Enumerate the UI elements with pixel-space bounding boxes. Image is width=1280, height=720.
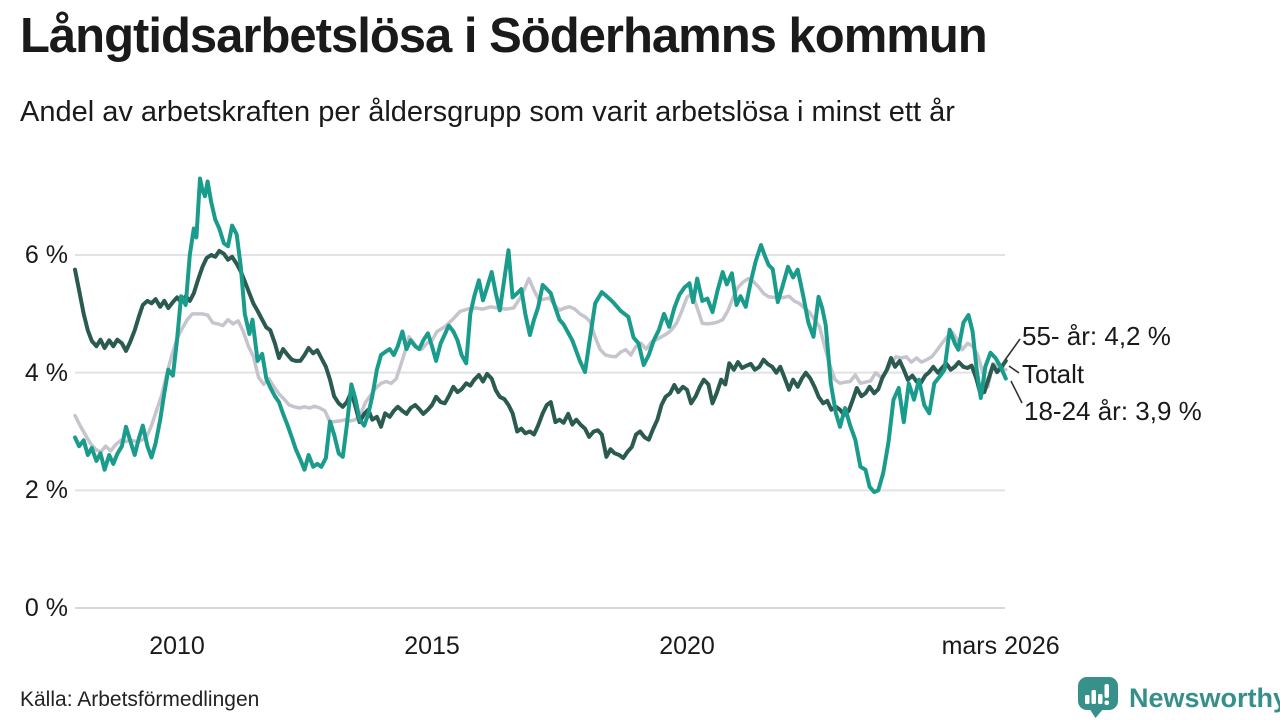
series-line-55-r — [73, 248, 1008, 460]
y-tick-label-2: 2 % — [24, 476, 68, 505]
page-title: Långtidsarbetslösa i Söderhamns kommun — [20, 9, 988, 63]
y-tick-label-6: 6 % — [24, 241, 68, 270]
annotation-55-ar: 55- år: 4,2 % — [1022, 321, 1171, 351]
x-tick-label-1: 2015 — [404, 632, 460, 660]
annotation-pointer-1 — [1008, 365, 1020, 374]
x-tick-label-3: mars 2026 — [941, 632, 1060, 660]
annotation-totalt: Totalt — [1022, 359, 1085, 389]
source-note: Källa: Arbetsförmedlingen — [20, 688, 260, 711]
y-tick-label-0: 0 % — [24, 594, 68, 622]
y-tick-label-4: 4 % — [24, 358, 68, 387]
annotation-18-24-ar: 18-24 år: 3,9 % — [1024, 396, 1202, 426]
newsworthy-wordmark: Newsworthy — [1129, 682, 1280, 713]
annotation-pointer-0 — [1004, 338, 1021, 361]
page-subtitle: Andel av arbetskraften per åldersgrupp s… — [20, 96, 955, 128]
series-line-18-24-r — [73, 176, 1008, 495]
newsworthy-chart-bubble-icon — [1078, 677, 1118, 718]
x-tick-label-0: 2010 — [149, 632, 205, 660]
annotation-pointer-2 — [1010, 380, 1023, 404]
x-tick-label-2: 2020 — [659, 632, 715, 660]
newsworthy-logo: Newsworthy — [1076, 676, 1280, 719]
